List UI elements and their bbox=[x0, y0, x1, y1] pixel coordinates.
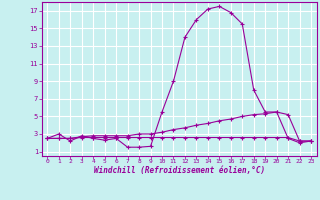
X-axis label: Windchill (Refroidissement éolien,°C): Windchill (Refroidissement éolien,°C) bbox=[94, 166, 265, 175]
